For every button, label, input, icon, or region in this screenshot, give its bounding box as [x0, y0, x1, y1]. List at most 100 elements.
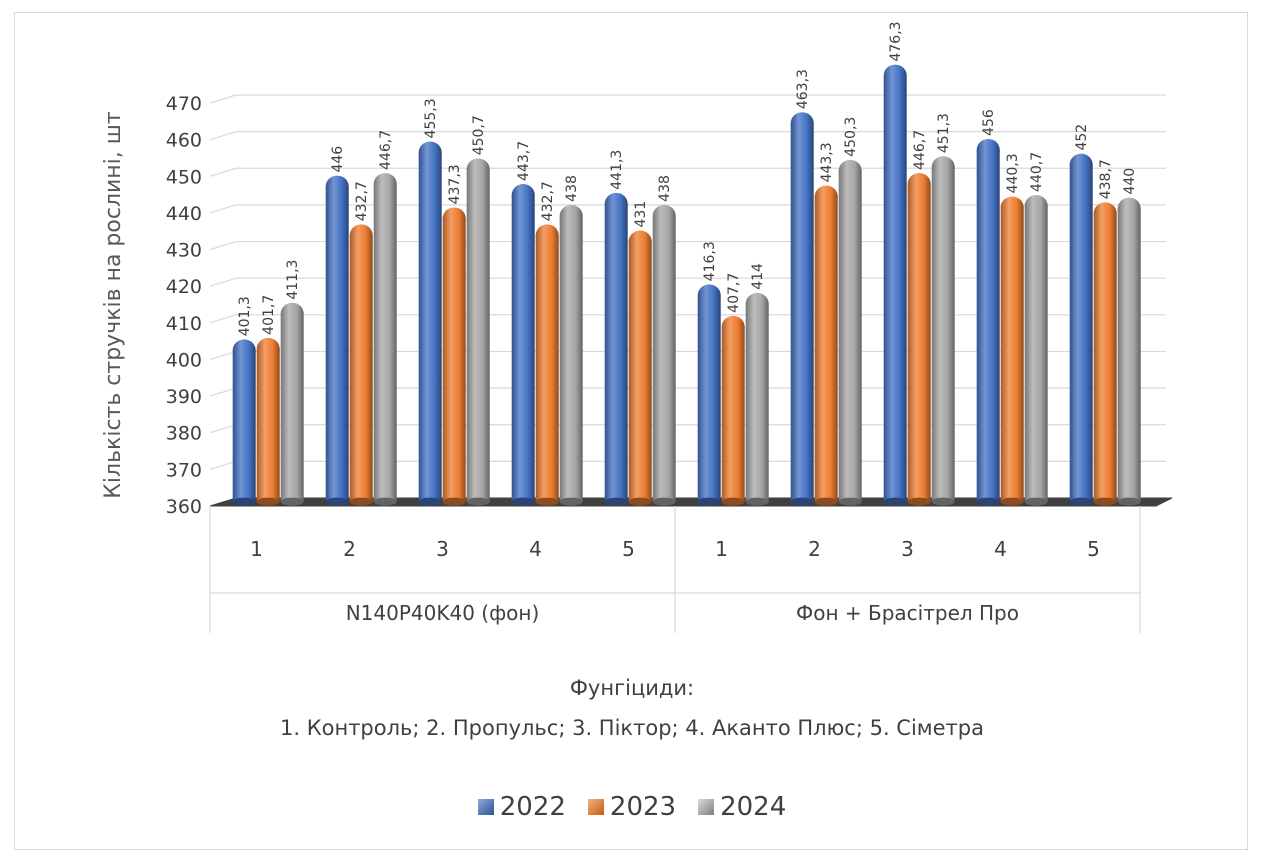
bar-cap — [1000, 196, 1024, 219]
bar-2022-9 — [976, 149, 1000, 502]
bar-cap — [883, 64, 907, 87]
y-tick-label: 440 — [166, 203, 202, 225]
bar-base — [697, 497, 721, 506]
bar-base — [883, 497, 907, 506]
y-tick-label: 400 — [166, 349, 202, 371]
data-label: 432,7 — [354, 181, 370, 221]
bar-2022-3 — [418, 152, 442, 502]
bar-base — [466, 497, 490, 506]
x-category-label: 5 — [622, 537, 635, 561]
bar-cap — [697, 284, 721, 307]
data-label: 438 — [564, 175, 580, 202]
y-axis-ticks: 360 370 380 390 400 410 420 430 440 450 460 470 — [166, 93, 202, 518]
gridline — [209, 94, 1166, 104]
bar-2022-4 — [511, 194, 535, 502]
legend-swatch-2023 — [587, 799, 604, 815]
bar-base — [559, 497, 583, 506]
x-category-label: 2 — [343, 537, 356, 561]
bar-base — [745, 497, 769, 506]
bar-base — [1093, 497, 1117, 506]
bar-base — [535, 497, 559, 506]
bar-2023-7 — [814, 196, 838, 502]
x-category-label: 3 — [436, 537, 449, 561]
bar-cap — [466, 158, 490, 181]
bar-base — [604, 497, 628, 506]
x-category-label: 1 — [250, 537, 263, 561]
bar-2022-8 — [883, 75, 907, 502]
bar-2024-2 — [373, 183, 397, 502]
bar-2024-1 — [280, 313, 304, 502]
bar-base — [790, 497, 814, 506]
bar-cap — [628, 230, 652, 253]
bar-2024-8 — [931, 167, 955, 502]
data-label: 443,7 — [516, 141, 532, 181]
bar-cap — [1093, 202, 1117, 225]
legend-label-2022: 2022 — [499, 792, 566, 822]
x-axis: 1 2 3 4 5 N140P40K40 (фон) 1 2 3 4 5 Фон + Брасітре… — [209, 506, 1141, 633]
bar-base — [628, 497, 652, 506]
y-tick-label: 410 — [166, 313, 202, 335]
data-label: 437,3 — [447, 164, 463, 204]
bar-2024-6 — [745, 303, 769, 502]
data-label: 451,3 — [936, 113, 952, 153]
bar-cap — [907, 173, 931, 195]
x-category-label: 5 — [1087, 537, 1100, 561]
x-axis-title: Фунгіциди: — [569, 676, 695, 700]
bar-base — [1069, 497, 1093, 506]
y-tick-label: 380 — [166, 423, 202, 445]
y-tick-label: 360 — [166, 496, 202, 518]
bar-cap — [1024, 195, 1048, 217]
bar-cap — [838, 159, 862, 182]
data-label: 450,7 — [471, 115, 487, 155]
bar-cap — [1069, 153, 1093, 176]
bar-base — [721, 497, 745, 506]
data-label: 446 — [330, 146, 346, 173]
bar-cap — [349, 224, 373, 247]
legend-item-2022: 2022 — [477, 792, 566, 822]
bar-base — [1117, 497, 1141, 506]
bar-cap — [976, 138, 1000, 161]
bar-base — [256, 497, 280, 506]
data-label: 411,3 — [285, 260, 301, 300]
bar-base — [349, 497, 373, 506]
legend-swatch-2024 — [698, 799, 715, 815]
bar-cap — [535, 224, 559, 247]
legend: 2022 2023 2024 — [0, 792, 1264, 822]
data-label: 441,3 — [609, 150, 625, 190]
bar-cap — [604, 192, 628, 215]
data-label: 446,7 — [378, 130, 394, 170]
x-category-label: 2 — [808, 537, 821, 561]
legend-label-2023: 2023 — [609, 792, 677, 822]
bar-2024-9 — [1024, 205, 1048, 502]
x-group-label: Фон + Брасітрел Про — [796, 601, 1019, 625]
legend-item-2024: 2024 — [698, 792, 786, 822]
y-tick-label: 430 — [166, 240, 202, 262]
bar-cap — [280, 302, 304, 325]
data-label: 438,7 — [1098, 159, 1114, 199]
data-label: 407,7 — [726, 273, 742, 313]
bar-cap — [511, 184, 535, 206]
bar-2022-5 — [604, 203, 628, 502]
data-labels: 401,3 401,7 411,3 446 432,7 446,7 455,3 437,3 45… — [237, 21, 1138, 336]
data-label: 440,7 — [1029, 152, 1045, 192]
bar-2023-4 — [535, 235, 559, 502]
bar-cap — [325, 175, 349, 198]
bar-base — [931, 497, 955, 506]
bar-base — [325, 497, 349, 506]
bar-base — [976, 497, 1000, 506]
gridline — [209, 167, 1166, 177]
bar-2023-8 — [907, 183, 931, 502]
y-tick-label: 420 — [166, 276, 202, 298]
x-category-label: 4 — [994, 537, 1007, 561]
data-label: 456 — [981, 109, 997, 136]
bar-cap — [745, 292, 769, 315]
data-label: 401,3 — [237, 296, 253, 336]
bar-2022-7 — [790, 123, 814, 502]
y-axis-label: Кількість стручків на рослині, шт — [101, 111, 126, 499]
bar-2024-7 — [838, 170, 862, 502]
x-category-label: 3 — [901, 537, 914, 561]
bar-2022-6 — [697, 295, 721, 502]
bar-base — [232, 497, 256, 506]
x-category-label: 1 — [715, 537, 728, 561]
bar-2023-3 — [442, 218, 466, 502]
